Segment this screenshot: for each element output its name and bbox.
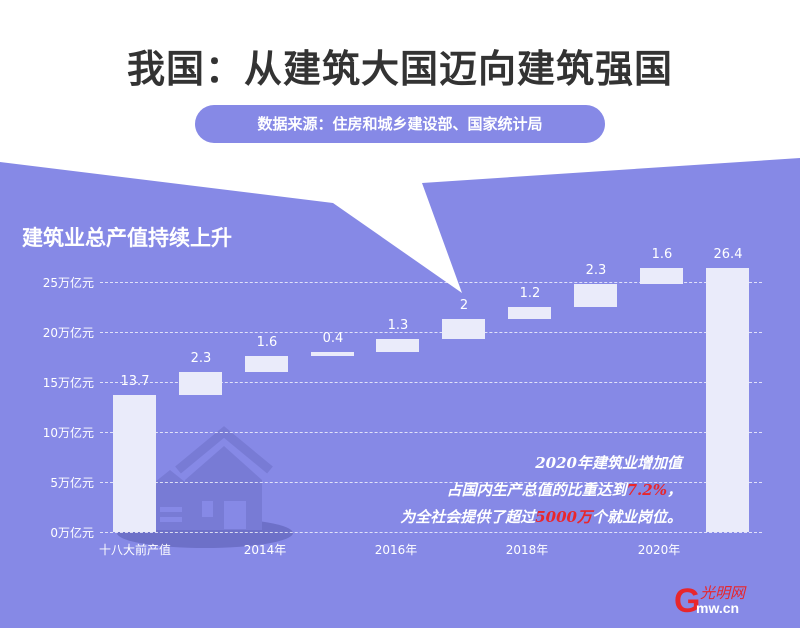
x-tick-label: 2018年 — [505, 543, 549, 557]
value-label: 2 — [459, 298, 469, 313]
bar-2017 — [442, 319, 485, 339]
bar-2014 — [245, 356, 288, 372]
bar-2019 — [574, 284, 617, 307]
annotation-line-1: 2020年建筑业增加值 — [535, 454, 682, 472]
gridline-15 — [100, 382, 762, 383]
value-label: 26.4 — [713, 247, 743, 262]
value-label: 1.2 — [519, 286, 541, 301]
annotation-line-2: 占国内生产总值的比重达到7.2%， — [400, 477, 682, 504]
bar-2015 — [311, 352, 354, 356]
page-title: 我国：从建筑大国迈向建筑强国 — [126, 47, 673, 91]
value-label: 1.3 — [387, 318, 409, 333]
data-source-badge: 数据来源：住房和城乡建设部、国家统计局 — [195, 105, 605, 143]
value-label: 1.6 — [651, 247, 673, 262]
y-tick-label: 5万亿元 — [50, 476, 94, 490]
bar-2013 — [179, 372, 222, 395]
y-tick-label: 20万亿元 — [42, 326, 94, 340]
gridline-0 — [100, 532, 762, 533]
bar-2016 — [376, 339, 419, 352]
svg-text:mw.cn: mw.cn — [696, 600, 739, 616]
annotation-text-part: 个就业岗位。 — [591, 508, 682, 526]
bar-2018 — [508, 307, 551, 319]
annotation-text: 2020年建筑业增加值 占国内生产总值的比重达到7.2%， 为全社会提供了超过5… — [400, 450, 682, 531]
value-label: 1.6 — [256, 335, 278, 350]
bar-base — [113, 395, 156, 532]
highlight-percent: 7.2% — [626, 481, 667, 499]
annotation-text-part: 为全社会提供了超过 — [400, 508, 536, 526]
x-tick-label: 2014年 — [243, 543, 287, 557]
gridline-20 — [100, 332, 762, 333]
y-tick-label: 0万亿元 — [50, 526, 94, 540]
chart-title: 建筑业总产值持续上升 — [22, 226, 232, 250]
x-tick-label: 2020年 — [637, 543, 681, 557]
gmw-logo-icon: G 光明网 mw.cn — [674, 582, 747, 618]
gridline-10 — [100, 432, 762, 433]
value-label: 2.3 — [190, 351, 212, 366]
value-label: 13.7 — [120, 374, 150, 389]
svg-text:G: G — [674, 582, 700, 618]
y-tick-label: 25万亿元 — [42, 276, 94, 290]
highlight-jobs: 5000万 — [535, 508, 592, 526]
annotation-line-3: 为全社会提供了超过5000万个就业岗位。 — [400, 504, 682, 531]
house-watermark-icon — [117, 426, 293, 548]
gridline-25 — [100, 282, 762, 283]
bar-total — [706, 268, 749, 532]
y-tick-label: 10万亿元 — [42, 426, 94, 440]
value-label: 0.4 — [322, 331, 344, 346]
gridline-5 — [100, 482, 762, 483]
svg-text:光明网: 光明网 — [700, 584, 747, 602]
bar-2020 — [640, 268, 683, 284]
value-label: 2.3 — [585, 263, 607, 278]
annotation-text-part: ， — [666, 481, 682, 499]
x-tick-label: 十八大前产值 — [98, 543, 171, 557]
annotation-text-part: 占国内生产总值的比重达到 — [446, 481, 627, 499]
y-tick-label: 15万亿元 — [42, 376, 94, 390]
x-tick-label: 2016年 — [374, 543, 418, 557]
